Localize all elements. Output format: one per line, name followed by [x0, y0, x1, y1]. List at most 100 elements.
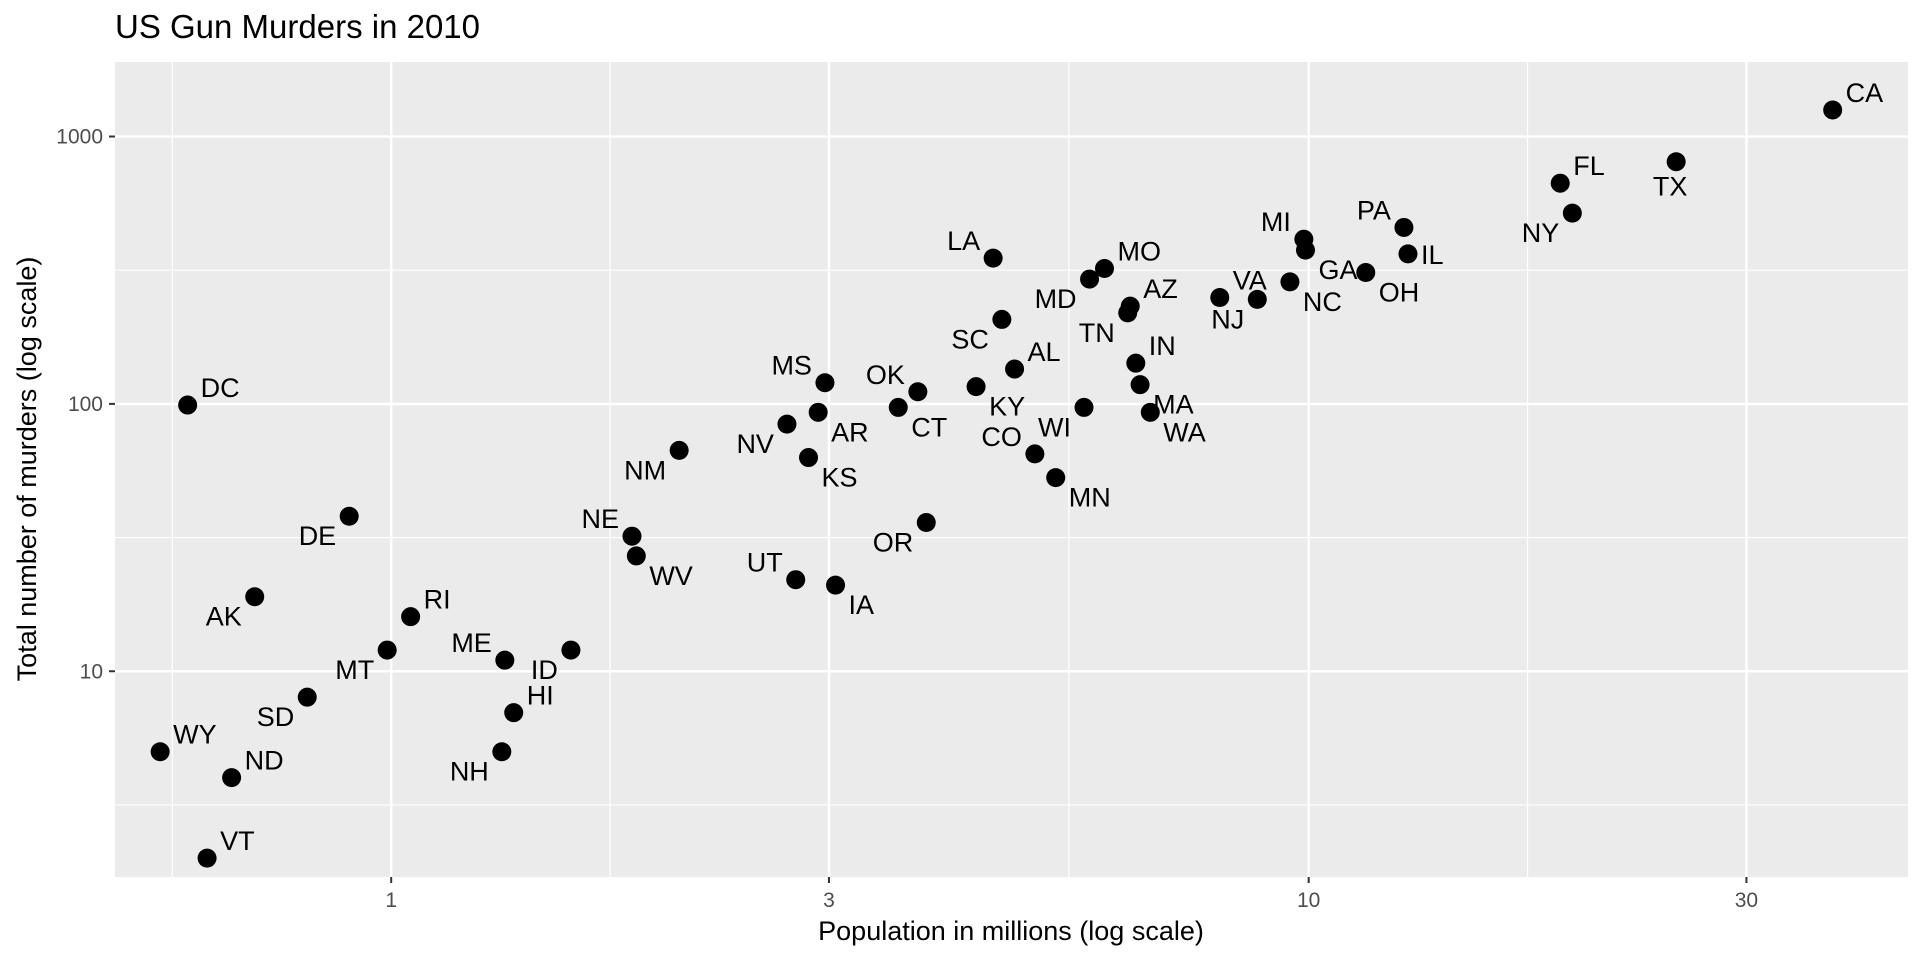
data-point-pa — [1394, 217, 1414, 237]
data-label-ne: NE — [581, 504, 619, 534]
data-label-il: IL — [1421, 240, 1444, 270]
data-point-co — [1025, 444, 1045, 464]
points-layer — [150, 100, 1843, 868]
data-point-nj — [1247, 289, 1267, 309]
data-label-al: AL — [1028, 337, 1061, 367]
data-point-nm — [669, 440, 689, 460]
data-label-id: ID — [531, 655, 558, 685]
data-label-ok: OK — [866, 360, 905, 390]
data-label-nd: ND — [245, 746, 284, 776]
data-point-ct — [888, 397, 908, 417]
data-point-ca — [1823, 100, 1843, 120]
data-label-hi: HI — [527, 681, 554, 711]
data-label-ak: AK — [206, 602, 242, 632]
data-point-md — [1080, 269, 1100, 289]
y-axis-title: Total number of murders (log scale) — [12, 257, 42, 682]
data-point-nv — [777, 414, 797, 434]
data-label-ks: KS — [822, 463, 858, 493]
data-label-me: ME — [451, 628, 492, 658]
data-point-ks — [799, 448, 819, 468]
data-point-me — [495, 650, 515, 670]
data-label-fl: FL — [1573, 151, 1605, 181]
data-label-ri: RI — [424, 585, 451, 615]
data-label-wv: WV — [649, 561, 693, 591]
data-label-ut: UT — [747, 548, 783, 578]
data-point-hi — [504, 703, 524, 723]
data-label-dc: DC — [201, 373, 240, 403]
data-label-vt: VT — [220, 826, 255, 856]
data-label-wi: WI — [1038, 412, 1071, 442]
data-label-mn: MN — [1069, 483, 1111, 513]
data-point-wi — [1074, 397, 1094, 417]
data-label-az: AZ — [1143, 274, 1178, 304]
data-point-or — [916, 513, 936, 533]
data-point-ga — [1295, 240, 1315, 260]
data-label-wa: WA — [1163, 417, 1206, 447]
data-label-md: MD — [1035, 284, 1077, 314]
y-axis: 10 100 1000 — [56, 126, 115, 683]
data-label-mo: MO — [1117, 236, 1161, 266]
data-point-nd — [222, 768, 242, 788]
data-point-vt — [197, 848, 217, 868]
chart-title: US Gun Murders in 2010 — [115, 8, 480, 45]
data-label-ct: CT — [911, 412, 947, 442]
data-point-mt — [377, 640, 397, 660]
data-label-co: CO — [981, 422, 1022, 452]
data-point-al — [1005, 359, 1025, 379]
data-label-wy: WY — [173, 720, 217, 750]
x-tick-label: 30 — [1735, 889, 1758, 912]
data-point-ar — [808, 402, 828, 422]
data-point-nh — [492, 742, 512, 762]
data-point-ok — [908, 382, 928, 402]
data-label-ga: GA — [1318, 255, 1357, 285]
data-label-tn: TN — [1079, 318, 1115, 348]
data-label-ms: MS — [771, 351, 812, 381]
y-tick-label: 100 — [68, 393, 103, 416]
data-label-sc: SC — [951, 324, 989, 354]
x-axis-title: Population in millions (log scale) — [818, 916, 1204, 946]
data-point-dc — [178, 395, 198, 415]
data-point-tx — [1666, 152, 1686, 172]
x-tick-label: 1 — [385, 889, 397, 912]
data-point-mo — [1094, 258, 1114, 278]
data-point-ms — [815, 373, 835, 393]
data-label-nm: NM — [624, 455, 666, 485]
data-point-ak — [245, 587, 265, 607]
data-point-ut — [786, 570, 806, 590]
data-point-in — [1126, 353, 1146, 373]
data-label-ia: IA — [849, 590, 875, 620]
grid-major — [115, 62, 1908, 877]
data-point-fl — [1550, 173, 1570, 193]
data-label-ar: AR — [831, 417, 869, 447]
data-point-mn — [1046, 468, 1066, 488]
data-label-in: IN — [1149, 331, 1176, 361]
data-label-sd: SD — [257, 702, 295, 732]
data-point-ia — [826, 575, 846, 595]
x-tick-label: 10 — [1297, 889, 1320, 912]
data-point-sd — [297, 687, 317, 707]
data-point-wv — [626, 546, 646, 566]
data-point-sc — [992, 309, 1012, 329]
data-label-ca: CA — [1846, 78, 1884, 108]
data-point-oh — [1356, 263, 1376, 283]
data-label-mt: MT — [335, 655, 374, 685]
data-label-va: VA — [1233, 265, 1267, 295]
data-point-wy — [150, 742, 170, 762]
data-label-la: LA — [947, 226, 980, 256]
data-label-mi: MI — [1261, 207, 1291, 237]
data-label-de: DE — [299, 521, 337, 551]
labels-layer: CA TX FL NY PA IL MI GA OH NC VA NJ LA MO MD AZ TN SC IN MA… — [173, 78, 1883, 856]
x-axis: 1 3 10 30 — [385, 877, 1758, 912]
data-point-id — [561, 640, 581, 660]
data-point-ne — [622, 526, 642, 546]
data-point-tn — [1118, 303, 1138, 323]
data-label-nj: NJ — [1211, 304, 1244, 334]
data-label-or: OR — [873, 528, 914, 558]
data-label-nc: NC — [1303, 287, 1342, 317]
data-label-ma: MA — [1153, 390, 1194, 420]
data-point-la — [983, 248, 1003, 268]
data-point-wa — [1140, 402, 1160, 422]
data-label-tx: TX — [1653, 172, 1688, 202]
data-point-ma — [1130, 375, 1150, 395]
